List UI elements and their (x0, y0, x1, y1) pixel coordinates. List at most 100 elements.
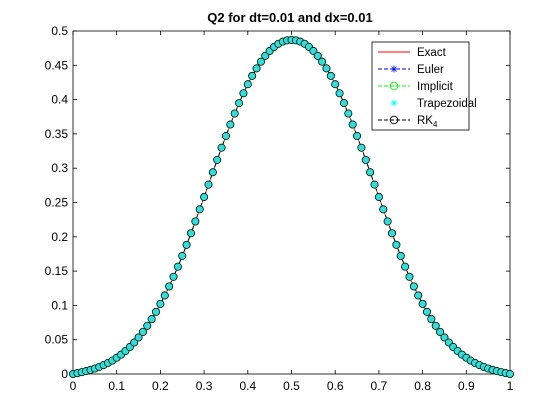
data-point-42 (252, 64, 261, 73)
rk4-marker (221, 132, 230, 140)
x-tick-label: 0.9 (458, 379, 475, 393)
data-point-82 (427, 315, 436, 324)
data-point-19 (152, 307, 161, 316)
data-point-31 (204, 180, 213, 189)
rk4-marker (383, 217, 392, 226)
data-point-75 (396, 251, 405, 260)
legend-label-text: Trapezoidal (417, 98, 477, 110)
legend-label: Trapezoidal (417, 98, 477, 110)
data-point-28 (191, 217, 200, 226)
x-tick-label: 0.1 (108, 379, 125, 393)
legend-label-subscript: 4 (433, 120, 438, 129)
rk4-marker (191, 217, 200, 226)
rk4-marker (178, 251, 187, 260)
legend-label-text: Euler (417, 64, 444, 76)
rk4-marker (344, 109, 353, 118)
rk4-marker (239, 89, 248, 98)
data-point-76 (401, 262, 410, 271)
chart-title: Q2 for dt=0.01 and dx=0.01 (207, 10, 372, 25)
data-point-84 (436, 327, 445, 336)
y-tick-label: 0 (61, 367, 68, 381)
y-tick-label: 0.25 (45, 196, 69, 210)
rk4-marker (226, 120, 235, 129)
rk4-marker (374, 193, 383, 201)
rk4-marker (370, 180, 379, 189)
legend-item-implicit: Implicit (378, 81, 454, 93)
rk4-marker (331, 80, 340, 89)
data-point-40 (243, 80, 252, 89)
rk4-marker (252, 64, 261, 73)
data-point-25 (178, 251, 187, 260)
x-tick-label: 0.5 (283, 379, 300, 393)
y-tick-label: 0.45 (45, 58, 69, 72)
data-point-32 (208, 168, 217, 177)
x-tick-label: 0.2 (152, 379, 169, 393)
legend-item-rk: RK4 (378, 115, 438, 129)
data-point-43 (256, 57, 265, 66)
data-point-20 (156, 299, 165, 308)
data-point-4 (86, 365, 95, 374)
rk4-marker (506, 370, 514, 378)
legend-marker-icon (390, 65, 398, 73)
data-point-56 (313, 51, 322, 60)
data-point-60 (331, 80, 340, 89)
data-point-41 (248, 71, 257, 80)
legend-item-euler: Euler (378, 64, 444, 76)
data-point-70 (374, 193, 383, 202)
series-markers (69, 35, 514, 378)
data-point-55 (309, 46, 318, 55)
data-point-79 (414, 291, 423, 300)
rk4-marker (392, 240, 401, 249)
data-point-33 (213, 155, 222, 164)
data-point-17 (143, 321, 152, 330)
data-point-62 (339, 99, 348, 108)
data-point-100 (505, 369, 514, 378)
rk4-marker (182, 240, 191, 249)
data-point-35 (221, 131, 230, 140)
x-tick-label: 0 (70, 379, 77, 393)
rk4-marker (217, 143, 226, 152)
rk4-marker (243, 80, 252, 89)
y-tick-label: 0.4 (51, 93, 68, 107)
data-point-18 (147, 315, 156, 324)
rk4-marker (366, 168, 375, 177)
rk4-marker (187, 229, 195, 238)
data-point-85 (440, 333, 449, 342)
data-point-78 (409, 282, 418, 291)
y-tick-label: 0.3 (51, 161, 68, 175)
rk4-marker (169, 272, 178, 281)
data-point-64 (348, 120, 357, 129)
rk4-marker (396, 251, 405, 260)
legend-marker-icon (389, 115, 399, 125)
rk4-marker (436, 327, 445, 336)
legend-label: Exact (417, 47, 447, 59)
data-point-57 (318, 57, 327, 66)
rk4-marker (353, 132, 361, 140)
rk4-marker (313, 51, 322, 60)
rk4-marker (156, 299, 165, 308)
y-tick-label: 0.15 (45, 264, 69, 278)
legend-label: Euler (417, 64, 444, 76)
rk4-marker (309, 47, 318, 55)
rk4-marker (440, 333, 449, 342)
legend-label-text: RK (417, 115, 433, 127)
data-point-77 (405, 272, 414, 281)
legend-marker-icon (389, 81, 399, 91)
y-tick-label: 0.2 (51, 230, 68, 244)
data-point-30 (200, 193, 209, 202)
data-point-66 (357, 143, 366, 152)
rk4-marker (401, 262, 410, 271)
legend-box (371, 41, 470, 131)
legend-label: RK4 (417, 115, 438, 129)
x-tick-label: 0.8 (414, 379, 431, 393)
rk4-marker (348, 120, 357, 129)
rk4-marker (427, 315, 436, 324)
data-point-69 (370, 180, 379, 189)
data-point-39 (239, 89, 248, 98)
x-axis: 0 0.1 0.2 0.3 0.4 0.5 0.6 0.7 0.8 0.9 1 (70, 31, 514, 393)
data-point-65 (353, 131, 362, 140)
data-point-83 (431, 321, 440, 330)
legend-label: Implicit (417, 81, 454, 93)
data-point-21 (160, 291, 169, 300)
data-point-72 (383, 217, 392, 226)
